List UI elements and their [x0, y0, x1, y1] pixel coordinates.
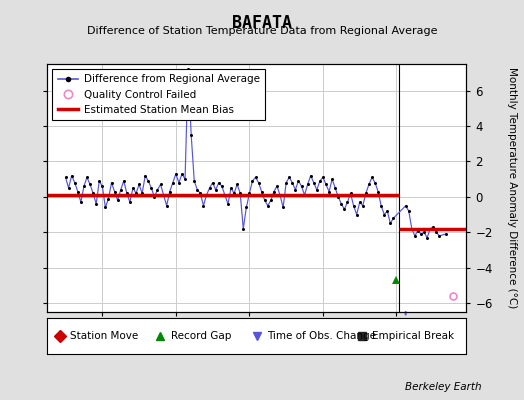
Text: Difference of Station Temperature Data from Regional Average: Difference of Station Temperature Data f…	[87, 26, 437, 36]
Text: Berkeley Earth: Berkeley Earth	[406, 382, 482, 392]
Text: Record Gap: Record Gap	[171, 331, 231, 341]
Y-axis label: Monthly Temperature Anomaly Difference (°C): Monthly Temperature Anomaly Difference (…	[507, 67, 517, 309]
Text: BAFATA: BAFATA	[232, 14, 292, 32]
Text: Time of Obs. Change: Time of Obs. Change	[267, 331, 376, 341]
Legend: Difference from Regional Average, Quality Control Failed, Estimated Station Mean: Difference from Regional Average, Qualit…	[52, 69, 265, 120]
Text: Empirical Break: Empirical Break	[372, 331, 454, 341]
Text: Station Move: Station Move	[70, 331, 138, 341]
